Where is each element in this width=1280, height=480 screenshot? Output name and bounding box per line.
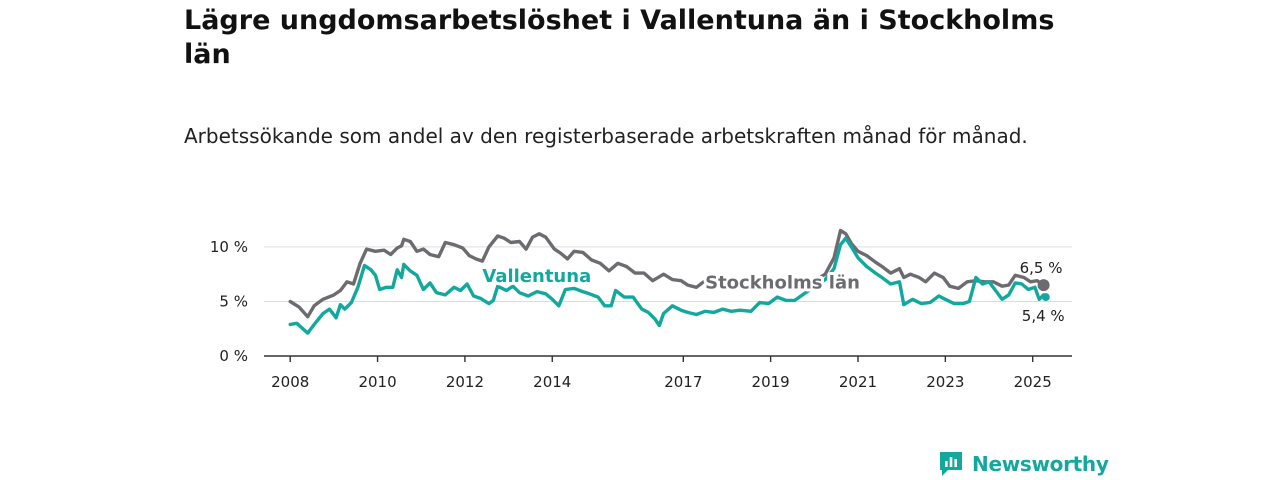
end-label-vallentuna: 5,4 % xyxy=(1022,307,1065,325)
series-label-halo-vallentuna: Vallentuna xyxy=(482,266,591,287)
brand-logo: Newsworthy xyxy=(938,450,1109,478)
end-marker-stockholm xyxy=(1037,279,1050,292)
y-axis-ticks: 0 % 5 % 10 % xyxy=(210,238,248,365)
x-tick-label: 2023 xyxy=(926,373,964,391)
series-line-vallentuna xyxy=(288,236,1048,335)
series-label-halo-stockholms-l-n: Stockholms län xyxy=(705,272,860,293)
grid-layer xyxy=(264,246,1072,302)
series-label-vallentuna: Vallentuna xyxy=(482,266,591,287)
x-axis-ticks: 2008 2010 2012 2014 2017 2019 2021 2023 2025 xyxy=(264,355,1072,391)
x-tick-label: 2025 xyxy=(1014,373,1052,391)
y-tick-label: 5 % xyxy=(219,292,248,310)
end-label-stockholm: 6,5 % xyxy=(1020,259,1063,277)
series-label-stockholms-l-n: Stockholms län xyxy=(705,272,860,293)
y-tick-label: 10 % xyxy=(210,238,248,256)
chart-subtitle: Arbetssökande som andel av den registerb… xyxy=(184,124,1028,148)
brand-name: Newsworthy xyxy=(972,452,1109,476)
series-line-stockholms-l-n xyxy=(288,228,1046,319)
x-tick-label: 2017 xyxy=(664,373,702,391)
x-tick-label: 2021 xyxy=(839,373,877,391)
newsworthy-logo-icon xyxy=(940,452,962,476)
x-tick-label: 2014 xyxy=(533,373,571,391)
x-tick-label: 2008 xyxy=(271,373,309,391)
chart-title: Lägre ungdomsarbetslöshet i Vallentuna ä… xyxy=(184,5,1055,70)
x-tick-label: 2010 xyxy=(358,373,396,391)
y-tick-label: 0 % xyxy=(219,347,248,365)
x-tick-label: 2019 xyxy=(752,373,790,391)
line-chart: 0 %5 %10 % 2008 2010 2012 2014 2017 2019 2021 2… xyxy=(210,228,1072,391)
series-layer xyxy=(288,228,1048,335)
end-marker-vallentuna xyxy=(1041,293,1050,302)
x-tick-label: 2012 xyxy=(446,373,484,391)
